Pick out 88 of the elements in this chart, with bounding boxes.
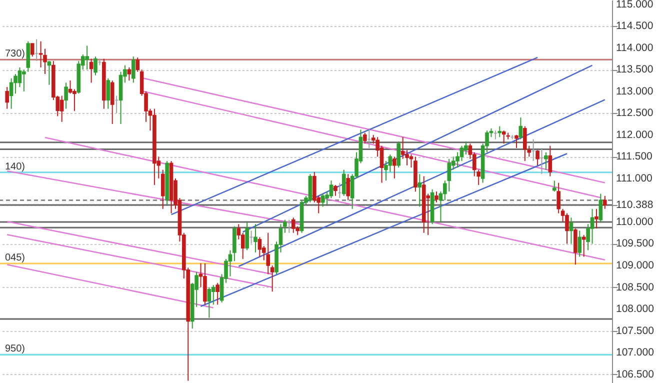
candlestick — [110, 80, 114, 125]
candlestick — [514, 134, 518, 148]
candlestick — [388, 154, 392, 172]
candlestick — [240, 232, 245, 260]
y-tick-label: 112.000 — [616, 128, 654, 141]
candlestick — [320, 193, 325, 208]
y-tick-label: 113.000 — [616, 85, 654, 98]
candlestick — [518, 117, 523, 140]
annotation: 730) — [5, 48, 26, 60]
candlestick — [60, 95, 64, 122]
candlestick — [266, 232, 270, 275]
annotation: 950) — [5, 344, 26, 355]
candlestick — [400, 136, 405, 160]
candlestick — [460, 145, 464, 162]
candlestick — [26, 40, 30, 72]
candlestick — [502, 130, 506, 144]
y-tick-label: 109.000 — [616, 259, 654, 272]
candlestick — [418, 174, 422, 208]
candlestick — [329, 180, 334, 199]
y-tick-label: 114.000 — [616, 42, 654, 54]
candlestick — [270, 264, 274, 292]
candlestick — [582, 234, 586, 258]
candlestick — [434, 191, 438, 203]
y-tick-label: 110.388 — [616, 199, 654, 212]
candlestick — [498, 126, 502, 138]
candlestick — [30, 43, 34, 58]
y-tick-label: 106.500 — [616, 368, 654, 380]
candlestick — [232, 226, 236, 262]
candlestick — [5, 86, 10, 110]
candlestick — [160, 169, 165, 210]
candlestick — [342, 169, 346, 196]
candlestick — [18, 66, 22, 88]
candlestick — [363, 132, 367, 144]
candlestick — [556, 182, 560, 214]
candlestick — [254, 224, 258, 253]
candlestick — [207, 286, 212, 318]
candlestick — [228, 250, 232, 277]
candlestick — [334, 184, 338, 196]
candlestick — [211, 284, 216, 306]
candlestick — [552, 180, 556, 192]
candlestick — [308, 174, 312, 203]
y-tick-label: 112.500 — [616, 107, 654, 120]
candlestick — [396, 140, 401, 168]
candlestick — [132, 56, 136, 84]
candlestick — [590, 208, 594, 244]
candlestick — [127, 66, 132, 82]
annotation: 140) — [5, 161, 26, 172]
candlestick — [565, 212, 569, 244]
candlestick — [544, 152, 548, 170]
candlestick — [569, 217, 574, 244]
y-tick-label: 108.500 — [616, 281, 654, 294]
y-tick-label: 111.000 — [616, 172, 653, 184]
candlestick — [548, 145, 552, 177]
candlestick — [258, 236, 262, 258]
candlestick — [106, 78, 110, 110]
candlestick — [506, 132, 510, 140]
candlestick — [245, 221, 249, 251]
candlestick — [94, 56, 98, 76]
candlestick — [523, 126, 527, 162]
candlestick — [578, 230, 582, 258]
candlestick — [64, 82, 68, 110]
candlestick — [38, 40, 43, 68]
candlestick — [594, 208, 598, 229]
candlestick — [85, 45, 89, 70]
y-tick-label: 113.500 — [616, 64, 654, 76]
annotation: 045) — [5, 252, 26, 264]
y-tick-label: 107.000 — [616, 346, 654, 359]
candlestick — [216, 282, 220, 306]
candlestick — [574, 228, 578, 266]
candlestick — [392, 156, 396, 179]
y-tick-label: 115.000 — [616, 0, 654, 10]
candlestick — [409, 154, 414, 168]
candlestick — [598, 193, 603, 222]
candlestick — [346, 174, 350, 201]
y-tick-label: 109.500 — [616, 238, 654, 250]
y-tick-label: 107.500 — [616, 324, 654, 337]
candlestick — [283, 219, 287, 234]
candlestick — [136, 56, 140, 72]
candlestick — [89, 58, 94, 84]
candlestick — [536, 150, 540, 166]
candlestick — [602, 195, 607, 210]
y-tick-label: 110.000 — [616, 216, 654, 228]
y-tick-label: 111.500 — [616, 150, 653, 163]
candlestick — [291, 217, 296, 234]
y-tick-label: 114.500 — [616, 20, 654, 32]
y-tick-label: 108.000 — [616, 303, 654, 316]
candlestick — [9, 78, 14, 110]
candlestick — [456, 152, 460, 168]
